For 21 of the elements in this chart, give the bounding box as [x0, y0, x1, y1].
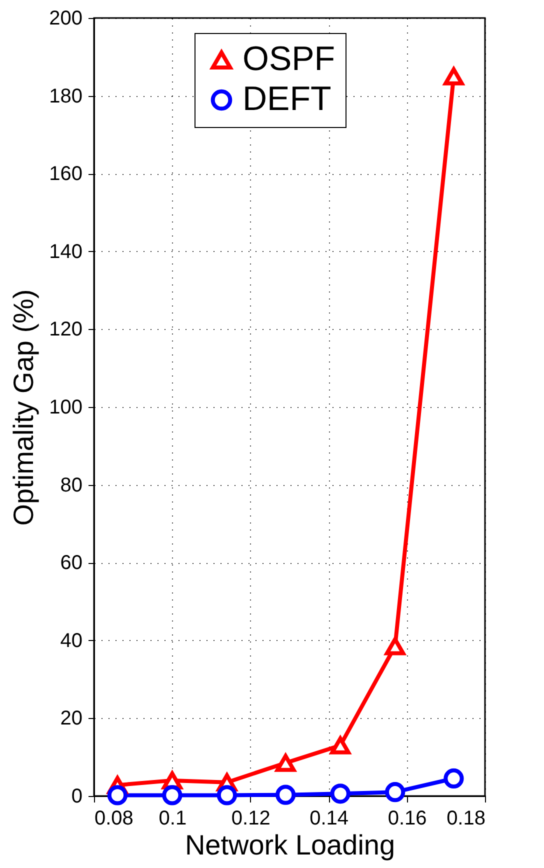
y-tick-label: 60: [60, 552, 82, 574]
y-tick-label: 160: [49, 163, 82, 186]
x-tick-label: 0.18: [446, 808, 486, 830]
x-tick-label: 0.14: [310, 808, 349, 830]
y-tick-label: 40: [60, 630, 82, 652]
y-tick-label: 100: [49, 396, 82, 418]
x-tick-label: 0.1: [158, 808, 187, 830]
y-tick-label: 20: [60, 708, 82, 730]
y-tick-label: 180: [49, 85, 82, 108]
legend-label: OSPF: [242, 40, 336, 78]
y-tick-label: 140: [49, 240, 82, 263]
x-tick-label: 0.16: [388, 808, 427, 830]
y-tick-label: 0: [71, 786, 82, 808]
y-tick-label: 80: [60, 474, 82, 496]
x-tick-label: 0.12: [231, 808, 270, 830]
x-axis-title: Network Loading: [184, 830, 396, 860]
legend-label: DEFT: [242, 80, 332, 118]
y-tick-label: 200: [49, 8, 82, 30]
x-tick-label: 0.08: [94, 808, 134, 830]
y-tick-label: 120: [49, 318, 82, 341]
y-axis-title: Optimality Gap (%): [8, 289, 40, 526]
